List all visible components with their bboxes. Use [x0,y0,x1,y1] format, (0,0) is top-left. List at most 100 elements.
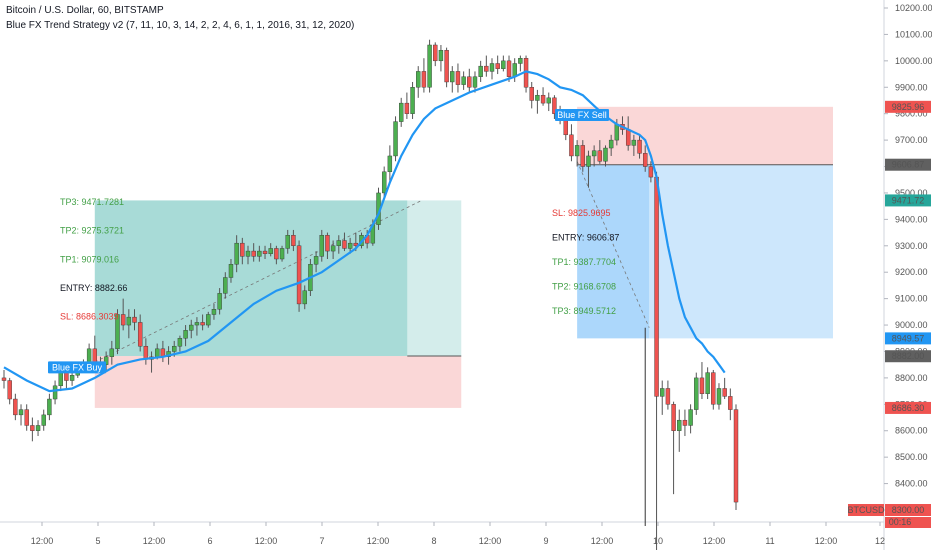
candle-body[interactable] [705,372,710,394]
indicator-legend[interactable]: Blue FX Trend Strategy v2 (7, 11, 10, 3,… [6,20,355,31]
candle-body[interactable] [291,235,296,246]
candle-body[interactable] [115,314,120,350]
candle-body[interactable] [580,145,585,167]
candle-body[interactable] [540,94,546,104]
candle-body[interactable] [52,385,58,400]
candle-body[interactable] [506,60,512,77]
candle-body[interactable] [18,409,24,416]
candle-body[interactable] [41,414,46,426]
candle-body[interactable] [47,398,52,416]
candle-body[interactable] [535,94,540,101]
candle-body[interactable] [268,248,273,254]
candle-body[interactable] [586,155,591,167]
candle-body[interactable] [472,76,478,88]
candle-body[interactable] [325,235,330,252]
candle-body[interactable] [211,309,217,315]
candle-body[interactable] [103,356,109,365]
candle-body[interactable] [336,240,341,246]
candle-body[interactable] [614,124,620,141]
candle-body[interactable] [682,419,688,426]
candle-body[interactable] [313,256,319,265]
candle-body[interactable] [563,118,568,136]
candle-body[interactable] [711,372,716,405]
candle-body[interactable] [347,242,353,249]
candle-body[interactable] [155,348,160,357]
candle-body[interactable] [648,166,654,178]
candle-body[interactable] [1,377,7,381]
candle-body[interactable] [722,388,727,397]
candle-body[interactable] [733,409,739,503]
candle-body[interactable] [518,58,523,64]
candle-body[interactable] [399,102,404,122]
candle-body[interactable] [410,87,415,114]
candle-body[interactable] [574,145,580,157]
candle-body[interactable] [461,76,466,85]
candle-body[interactable] [631,139,637,146]
candle-body[interactable] [393,121,398,157]
candle-body[interactable] [688,409,693,426]
candle-body[interactable] [228,264,234,278]
candle-body[interactable] [665,388,671,405]
candle-body[interactable] [438,50,444,62]
candle-body[interactable] [455,71,461,85]
candle-body[interactable] [35,425,41,431]
candle-body[interactable] [223,277,228,294]
candle-body[interactable] [716,388,722,405]
candle-body[interactable] [120,314,126,326]
candle-body[interactable] [240,242,245,257]
candle-body[interactable] [137,322,143,347]
candle-body[interactable] [13,398,18,416]
candle-body[interactable] [296,245,302,305]
candle-body[interactable] [200,322,205,326]
candle-body[interactable] [529,87,534,101]
candle-body[interactable] [677,419,682,431]
candle-body[interactable] [421,71,427,88]
candle-body[interactable] [625,129,631,146]
candle-body[interactable] [637,139,642,154]
candle-body[interactable] [546,97,551,104]
candle-body[interactable] [450,71,455,83]
candle-body[interactable] [381,171,387,194]
candle-body[interactable] [512,63,517,77]
candle-body[interactable] [608,139,614,149]
candle-body[interactable] [143,345,149,360]
candle-body[interactable] [194,322,200,326]
candle-body[interactable] [172,345,177,352]
candle-body[interactable] [285,235,290,249]
candle-body[interactable] [569,134,574,157]
candle-body[interactable] [699,377,705,394]
candle-body[interactable] [694,377,699,410]
candle-body[interactable] [387,155,393,173]
candle-body[interactable] [206,314,211,326]
candle-body[interactable] [484,65,489,72]
candle-body[interactable] [654,176,659,397]
candle-body[interactable] [24,409,29,426]
candle-body[interactable] [30,425,35,431]
candle-body[interactable] [245,250,251,257]
candle-body[interactable] [262,250,268,254]
candle-body[interactable] [495,63,500,69]
candle-body[interactable] [257,250,262,257]
candle-body[interactable] [183,330,188,339]
candle-body[interactable] [433,44,438,62]
candle-body[interactable] [217,293,222,310]
candle-body[interactable] [234,242,239,265]
candle-body[interactable] [330,245,336,252]
candle-body[interactable] [251,250,256,257]
candle-body[interactable] [501,60,506,69]
candle-body[interactable] [444,50,449,83]
candle-body[interactable] [660,388,665,397]
candle-body[interactable] [92,348,97,363]
candle-body[interactable] [342,240,347,249]
candle-body[interactable] [671,404,676,431]
candle-body[interactable] [603,147,608,162]
candle-body[interactable] [478,65,483,77]
candle-body[interactable] [319,235,324,257]
candle-body[interactable] [643,153,648,167]
candle-body[interactable] [302,290,307,305]
candle-body[interactable] [58,372,63,387]
candle-body[interactable] [7,380,12,400]
candle-body[interactable] [427,44,432,88]
candle-body[interactable] [728,396,733,410]
